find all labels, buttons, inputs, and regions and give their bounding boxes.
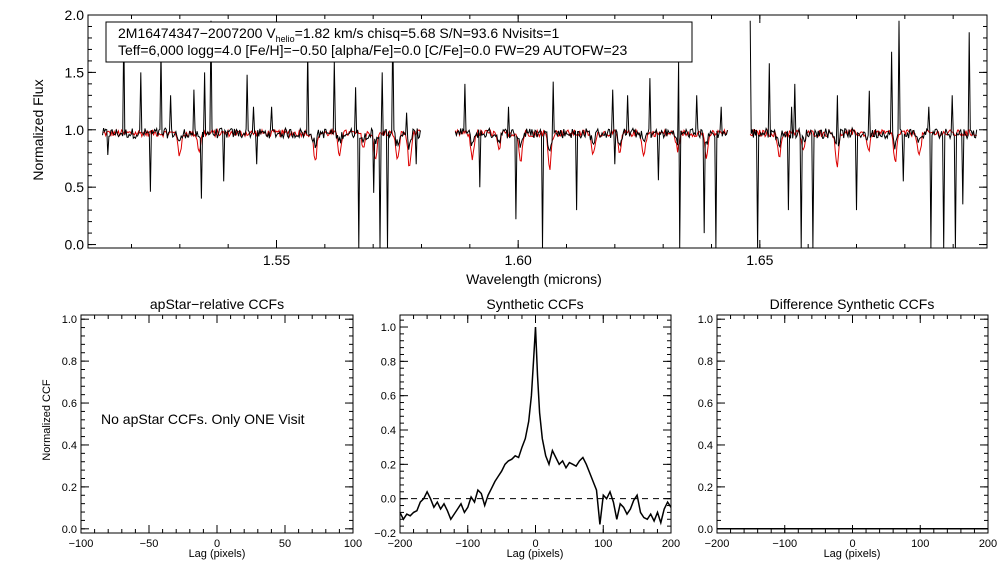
spectrum-info-line1: 2M16474347−2007200 Vhelio=1.82 km/s chis… [118, 25, 559, 44]
y-tick-label: 0.6 [62, 398, 77, 410]
difference-ccf-title: Difference Synthetic CCFs [770, 296, 935, 312]
y-tick-label: 0.0 [62, 524, 77, 536]
y-tick-label: 0.0 [65, 237, 85, 253]
synthetic-ccf-xlabel: Lag (pixels) [507, 548, 564, 560]
y-tick-label: 1.0 [62, 314, 77, 326]
spectrum-xlabel: Wavelength (microns) [466, 271, 602, 287]
y-tick-label: 0.8 [698, 356, 713, 368]
x-tick-label: 100 [594, 538, 612, 550]
apstar-ccf-ticks: −100 −50 0 50 100 0.0 0.2 0.4 0.6 0.8 1.0 [62, 314, 362, 550]
synthetic-ccf-panel: −200 −100 0 100 200 −0.2 0.0 0.2 0.4 0.6 0.8 1.0 Sy… [374, 296, 680, 560]
x-tick-label: −50 [140, 538, 159, 550]
y-tick-label: 1.0 [381, 322, 396, 334]
observed-spectrum-line [749, 20, 978, 249]
spectrum-ylabel: Normalized Flux [30, 79, 46, 180]
x-tick-label: −200 [705, 538, 730, 550]
synthetic-ccf-plot-frame [399, 314, 672, 534]
x-tick-label: 1.55 [263, 252, 290, 268]
x-tick-label: 0 [849, 538, 855, 550]
x-tick-label: 50 [279, 538, 291, 550]
observed-spectrum-group [102, 20, 978, 249]
x-tick-label: 200 [662, 538, 680, 550]
synthetic-ccf-data [399, 326, 672, 526]
no-apstar-ccf-message: No apStar CCFs. Only ONE Visit [101, 411, 305, 427]
apstar-ccf-title: apStar−relative CCFs [150, 296, 284, 312]
spectrum-info-box [105, 21, 693, 63]
y-tick-label: 0.5 [65, 179, 85, 195]
x-tick-label: −100 [772, 538, 797, 550]
x-tick-label: 0 [532, 538, 538, 550]
difference-ccf-ticks: −200 −100 0 100 200 0.0 0.2 0.4 0.6 0.8 1.0 [698, 314, 997, 550]
spectrum-plot-frame [87, 14, 988, 249]
y-tick-label: 0.4 [698, 440, 713, 452]
x-tick-label: 200 [979, 538, 997, 550]
y-tick-label: 1.5 [65, 64, 85, 80]
spectrum-ticks: 1.55 1.60 1.65 0.0 0.5 1.0 1.5 2.0 [65, 7, 987, 268]
y-tick-label: 0.0 [698, 524, 713, 536]
difference-ccf-plot-frame [716, 314, 989, 534]
apstar-ccf-xlabel: Lag (pixels) [189, 548, 246, 560]
y-tick-label: 0.6 [698, 398, 713, 410]
x-tick-label: 1.65 [746, 252, 773, 268]
y-tick-label: 0.8 [381, 356, 396, 368]
x-tick-label: 0 [214, 538, 220, 550]
y-tick-label: 0.4 [381, 425, 396, 437]
synthetic-ccf-line [399, 326, 672, 526]
apstar-ccf-panel: −100 −50 0 50 100 0.0 0.2 0.4 0.6 0.8 1.0 apStar−r… [41, 296, 362, 560]
y-tick-label: 0.2 [698, 482, 713, 494]
x-tick-label: 100 [911, 538, 929, 550]
x-tick-label: 1.60 [505, 252, 532, 268]
x-tick-label: −100 [455, 538, 480, 550]
spectrum-info-line2: Teff=6,000 logg=4.0 [Fe/H]=−0.50 [alpha/… [118, 42, 627, 58]
y-tick-label: 0.2 [62, 482, 77, 494]
difference-ccf-panel: −200 −100 0 100 200 0.0 0.2 0.4 0.6 0.8 1.0 Differ… [698, 296, 997, 560]
x-tick-label: −200 [388, 538, 413, 550]
y-tick-label: 2.0 [65, 7, 85, 23]
y-tick-label: 1.0 [698, 314, 713, 326]
synthetic-ccf-ticks: −200 −100 0 100 200 −0.2 0.0 0.2 0.4 0.6 0.8 1.0 [374, 315, 680, 550]
y-tick-label: 0.2 [381, 459, 396, 471]
y-tick-label: 0.8 [62, 356, 77, 368]
synthetic-ccf-title: Synthetic CCFs [486, 296, 583, 312]
x-tick-label: −100 [69, 538, 94, 550]
observed-spectrum-line [454, 60, 728, 249]
spectrum-panel: 1.55 1.60 1.65 0.0 0.5 1.0 1.5 2.0 2M16474347−2… [30, 7, 988, 287]
y-tick-label: 0.6 [381, 391, 396, 403]
x-tick-label: 100 [344, 538, 362, 550]
y-tick-label: −0.2 [374, 528, 396, 540]
y-tick-label: 0.4 [62, 440, 77, 452]
observed-spectrum-line [102, 20, 421, 249]
y-tick-label: 0.0 [381, 494, 396, 506]
difference-ccf-xlabel: Lag (pixels) [824, 548, 881, 560]
apstar-ccf-ylabel: Normalized CCF [41, 379, 53, 461]
y-tick-label: 1.0 [65, 122, 85, 138]
